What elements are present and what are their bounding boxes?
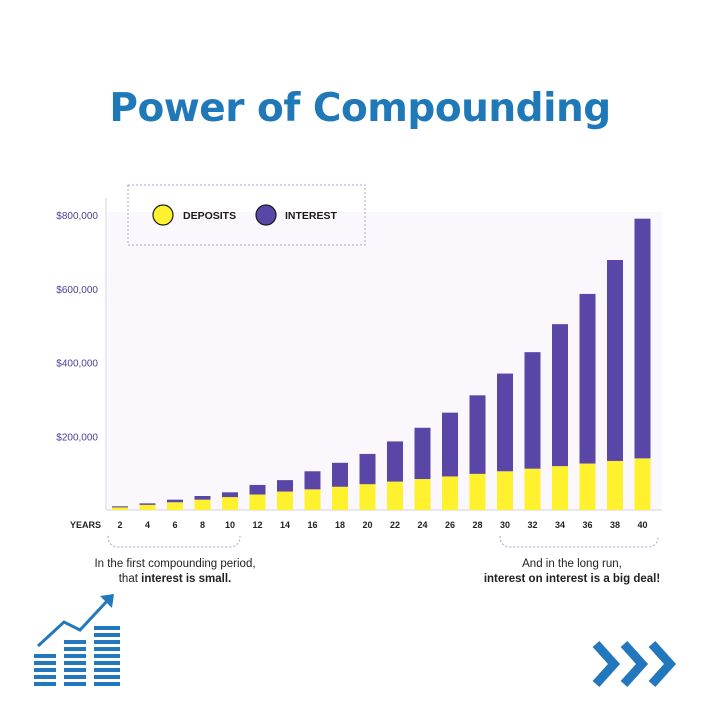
bar-interest-8 [194,495,211,500]
bar-interest-32 [524,352,541,469]
y-tick-labels: $200,000 $400,000 $600,000 $800,000 [56,211,98,443]
early-note-line2: that interest is small. [60,572,290,587]
bar-deposits-6 [167,502,183,510]
x-tick-36: 36 [582,520,592,530]
bar-deposits-26 [442,476,458,510]
bar-deposits-2 [112,507,128,510]
x-tick-38: 38 [610,520,620,530]
bar-deposits-36 [579,463,596,510]
bar-interest-36 [579,293,596,464]
legend-interest-swatch [255,204,277,226]
x-tick-4: 4 [145,520,150,530]
bar-chart-growth-arrow-icon [34,594,120,686]
bar-interest-12 [249,484,266,495]
x-tick-30: 30 [500,520,510,530]
bar-deposits-14 [277,491,293,510]
bar-interest-14 [277,480,293,492]
x-axis-label: YEARS [70,520,101,530]
bar-interest-26 [442,412,458,477]
y-tick-200000: $200,000 [56,432,98,443]
x-tick-labels: 2 4 6 8 10 12 14 16 18 20 22 24 26 28 30 32 34 36 38 40 [117,520,647,530]
bar-deposits-18 [332,486,348,510]
x-tick-40: 40 [637,520,647,530]
bar-interest-40 [634,218,651,459]
early-period-note: In the first compounding period, that in… [60,557,290,587]
bar-interest-10 [222,492,238,498]
bar-deposits-32 [524,468,541,510]
bar-interest-18 [332,462,348,487]
early-note-line1: In the first compounding period, [94,558,256,570]
triple-chevron-right-icon[interactable] [590,640,682,688]
early-note-text: that [118,573,142,585]
x-tick-6: 6 [172,520,177,530]
bar-deposits-16 [304,489,321,510]
bar-deposits-28 [469,473,486,510]
bar-interest-16 [304,471,321,490]
late-note-line2: interest on interest is a big deal! [440,572,704,587]
plot-background [108,212,662,510]
x-tick-14: 14 [280,520,290,530]
y-tick-400000: $400,000 [56,359,98,370]
bar-interest-22 [387,441,403,482]
bar-interest-4 [139,503,156,505]
x-tick-28: 28 [472,520,482,530]
legend-interest-label: INTEREST [285,210,338,222]
bar-interest-2 [112,506,128,508]
bar-deposits-20 [359,484,376,510]
bar-interest-38 [607,259,623,461]
late-note-line1: And in the long run, [522,558,622,570]
bar-deposits-34 [552,466,568,510]
legend: DEPOSITS INTEREST [127,184,366,246]
late-period-bracket [499,535,659,548]
x-tick-22: 22 [390,520,400,530]
x-tick-18: 18 [335,520,345,530]
x-tick-32: 32 [527,520,537,530]
bar-deposits-24 [414,479,431,510]
early-note-emphasis: interest is small. [141,573,232,585]
bar-deposits-10 [222,497,238,510]
bar-deposits-4 [139,504,156,510]
bar-interest-34 [552,324,568,467]
late-period-note: And in the long run, interest on interes… [440,557,704,587]
legend-box [127,184,366,246]
x-tick-12: 12 [252,520,262,530]
bar-deposits-22 [387,481,403,510]
bar-deposits-8 [194,499,211,510]
bar-interest-24 [414,427,431,480]
x-tick-20: 20 [362,520,372,530]
late-note-emphasis: interest on interest is a big deal! [483,573,661,585]
bar-deposits-30 [497,471,513,510]
x-tick-34: 34 [555,520,565,530]
x-tick-2: 2 [117,520,122,530]
y-tick-600000: $600,000 [56,285,98,296]
bar-deposits-38 [607,460,623,510]
bars [112,218,651,510]
x-tick-8: 8 [200,520,205,530]
page-title: Power of Compounding [109,86,611,131]
bar-deposits-40 [634,458,651,510]
early-period-bracket [107,535,241,548]
bar-interest-6 [167,499,183,503]
bar-interest-30 [497,373,513,472]
legend-deposits-label: DEPOSITS [183,210,236,222]
x-tick-10: 10 [225,520,235,530]
x-tick-26: 26 [445,520,455,530]
bar-deposits-12 [249,494,266,510]
x-tick-24: 24 [417,520,427,530]
legend-deposits-swatch [152,204,174,226]
x-tick-16: 16 [307,520,317,530]
bar-interest-20 [359,453,376,485]
bar-interest-28 [469,395,486,474]
y-tick-800000: $800,000 [56,211,98,222]
